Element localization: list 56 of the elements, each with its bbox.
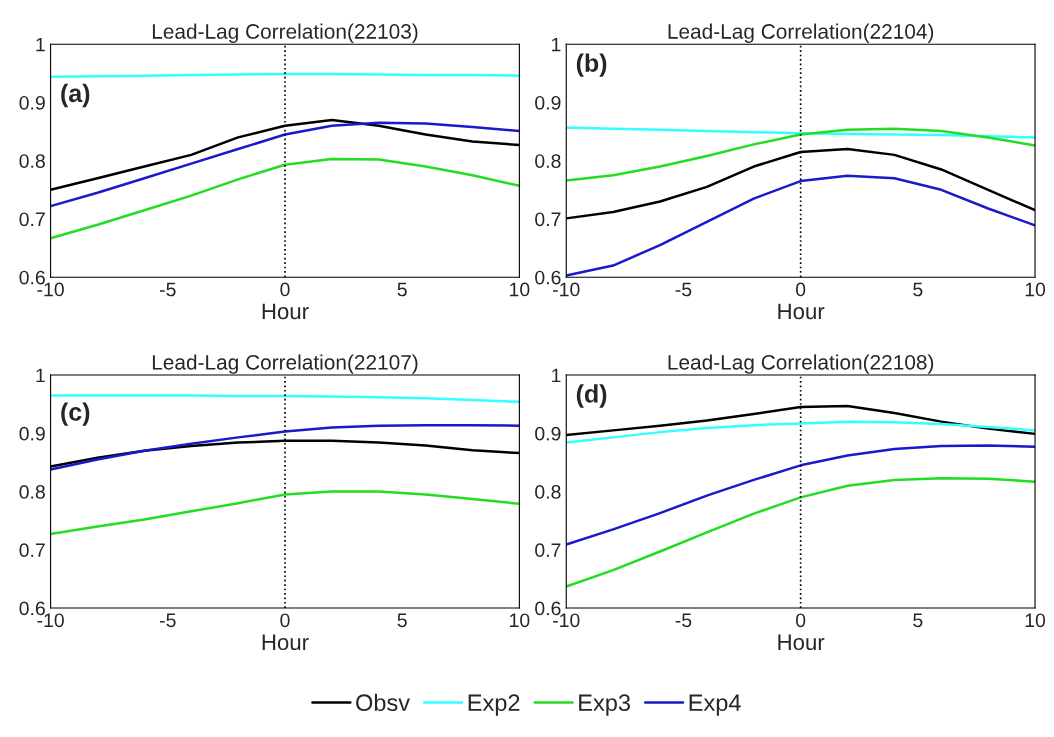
- y-tick-label: 0.8: [19, 154, 45, 168]
- chart-title: Lead-Lag Correlation(22103): [152, 23, 418, 43]
- x-tick-label: 10: [510, 613, 530, 628]
- annotation: (c): [61, 402, 90, 426]
- x-axis-title: Hour: [778, 634, 825, 651]
- y-tick-label: 0.8: [535, 485, 561, 499]
- chart-title: Lead-Lag Correlation(22108): [668, 354, 934, 374]
- annotation: (d): [576, 384, 607, 408]
- x-tick-label: -5: [160, 613, 176, 628]
- y-tick-label: 0.8: [535, 154, 561, 168]
- legend-label: Exp2: [468, 694, 520, 716]
- y-tick-label: 0.7: [535, 543, 561, 558]
- y-tick-label: 0.9: [535, 426, 561, 441]
- x-axis-title: Hour: [778, 303, 825, 320]
- y-tick-label: 0.8: [19, 485, 45, 499]
- legend-label: Obsv: [356, 693, 410, 712]
- x-axis-title: Hour: [262, 303, 309, 320]
- x-axis-title: Hour: [262, 634, 309, 651]
- y-tick-label: 0.7: [19, 543, 45, 558]
- annotation: (a): [61, 83, 90, 108]
- x-tick-label: -5: [160, 282, 176, 297]
- x-tick-label: 0: [280, 282, 290, 297]
- x-tick-label: 0: [795, 282, 806, 297]
- x-tick-label: 10: [1025, 282, 1046, 297]
- legend-label: Exp4: [689, 694, 741, 716]
- y-tick-label: 0.9: [19, 426, 45, 441]
- line-series: [50, 394, 520, 404]
- y-tick-label: 1: [552, 368, 561, 383]
- line-series: [566, 444, 1036, 546]
- line-series: [566, 127, 1036, 182]
- x-tick-label: 5: [397, 282, 407, 297]
- x-tick-label: 5: [913, 613, 923, 628]
- x-tick-label: 10: [1025, 613, 1046, 628]
- y-tick-label: 0.9: [535, 95, 561, 110]
- x-tick-label: 10: [510, 282, 530, 297]
- line-series: [50, 157, 520, 240]
- legend-label: Exp3: [579, 694, 631, 716]
- x-tick-label: 0: [280, 613, 290, 628]
- x-tick-label: 5: [913, 282, 923, 297]
- x-tick-label: -5: [675, 282, 692, 297]
- y-tick-label: 0.7: [535, 212, 561, 227]
- chart-title: Lead-Lag Correlation(22107): [152, 354, 418, 374]
- y-tick-label: 1: [36, 368, 45, 383]
- line-series: [566, 476, 1036, 588]
- line-series: [50, 490, 520, 536]
- line-series: [50, 121, 520, 208]
- x-tick-label: 0: [795, 613, 806, 628]
- y-tick-label: 1: [36, 37, 45, 52]
- y-tick-label: 0.7: [19, 212, 45, 227]
- x-tick-label: 5: [397, 613, 407, 628]
- x-tick-label: -5: [675, 613, 692, 628]
- y-tick-label: 1: [552, 37, 561, 52]
- annotation: (b): [576, 53, 607, 77]
- y-tick-label: 0.9: [19, 95, 45, 110]
- chart-title: Lead-Lag Correlation(22104): [668, 23, 934, 43]
- line-series: [566, 420, 1036, 444]
